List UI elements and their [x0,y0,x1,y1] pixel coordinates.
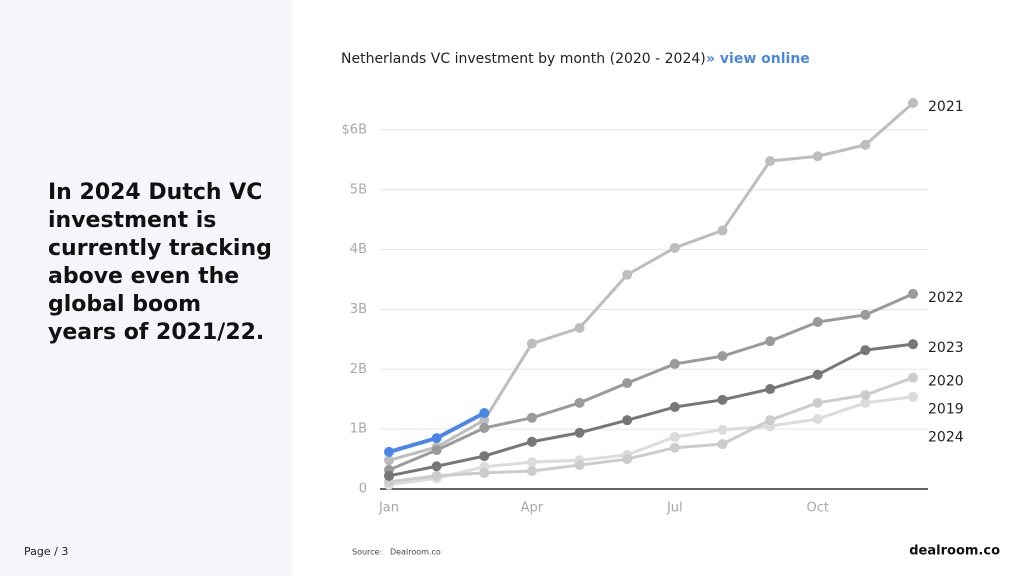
x-tick-label: Jan [378,501,399,516]
series-label: 2022 [928,290,964,306]
data-point [765,415,776,426]
series-line [388,376,914,484]
data-point [669,442,680,453]
series-label: 2019 [928,402,964,418]
data-point [669,242,680,253]
series-line [388,101,914,462]
data-point [479,415,490,426]
data-point [717,351,728,362]
data-point [860,397,871,408]
data-point [384,470,394,481]
data-point [908,391,918,402]
data-point [384,455,394,466]
y-tick-label: 5B [350,182,367,197]
data-point [622,454,633,465]
data-point [431,461,442,472]
data-point [860,309,871,320]
data-point [765,336,776,347]
data-point [574,397,585,408]
y-tick-label: 0 [359,482,367,497]
left-panel [0,0,292,576]
data-point [812,317,823,328]
x-tick-label: Apr [521,501,544,516]
data-point [431,433,442,444]
data-point [431,445,442,456]
data-point [479,451,490,462]
headline-line: currently tracking [48,236,272,261]
data-point [860,139,871,150]
data-point [669,358,680,369]
y-tick-label: 4B [350,242,367,257]
series-label: 2024 [928,430,964,446]
data-point [526,412,537,423]
data-point [860,390,871,401]
page-number: Page / 3 [24,545,68,558]
series-line [388,292,914,472]
y-tick-label: 2B [350,362,367,377]
data-point [431,470,442,481]
data-point [860,345,871,356]
data-point [669,402,680,413]
data-point [717,439,728,450]
data-point [908,97,918,108]
data-point [574,427,585,438]
data-point [765,156,776,167]
headline: In 2024 Dutch VC investment is currently t… [48,180,272,345]
data-point [717,394,728,405]
data-point [526,436,537,447]
data-point [908,288,918,299]
data-point [812,413,823,424]
data-point [479,422,490,433]
source: Dealroom.co [390,548,441,557]
headline-line: global boom [48,292,201,317]
data-point [717,225,728,236]
data-point [479,407,490,418]
data-point [622,378,633,389]
chart-title: Netherlands VC investment by month (2020… [341,51,706,67]
y-tick-label: 1B [350,422,367,437]
data-point [574,323,585,334]
data-point [526,457,537,468]
data-point [765,384,776,395]
series-label: 2021 [928,99,964,115]
headline-line: investment is [48,208,216,233]
view-online-link[interactable]: » view online [706,51,810,67]
data-point [908,372,918,383]
source-label: Source: [352,548,382,557]
data-point [526,466,537,477]
series-line [388,395,914,487]
data-point [526,338,537,349]
headline-line: years of 2021/22. [48,320,264,345]
headline-line: In 2024 Dutch VC [48,180,262,205]
data-point [717,424,728,435]
y-tick-label: 3B [350,302,367,317]
data-point [669,431,680,442]
data-point [574,460,585,471]
data-point [479,467,490,478]
y-tick-label: $6B [342,122,367,137]
data-point [384,446,394,457]
data-point [622,415,633,426]
data-point [812,369,823,380]
series-line [388,342,914,478]
logo: dealroom.co [909,544,1000,559]
data-point [812,151,823,162]
x-tick-label: Jul [666,501,683,516]
plot: 0 1B 2B 3B 4B 5B $6B Jan Apr Jul Oct 2021 2022 2023 20… [342,97,964,516]
data-point [622,269,633,280]
series-label: 2023 [928,340,964,356]
series-label: 2020 [928,374,964,390]
x-tick-label: Oct [806,501,828,516]
data-point [908,339,918,350]
data-point [812,397,823,408]
headline-line: above even the [48,264,239,289]
